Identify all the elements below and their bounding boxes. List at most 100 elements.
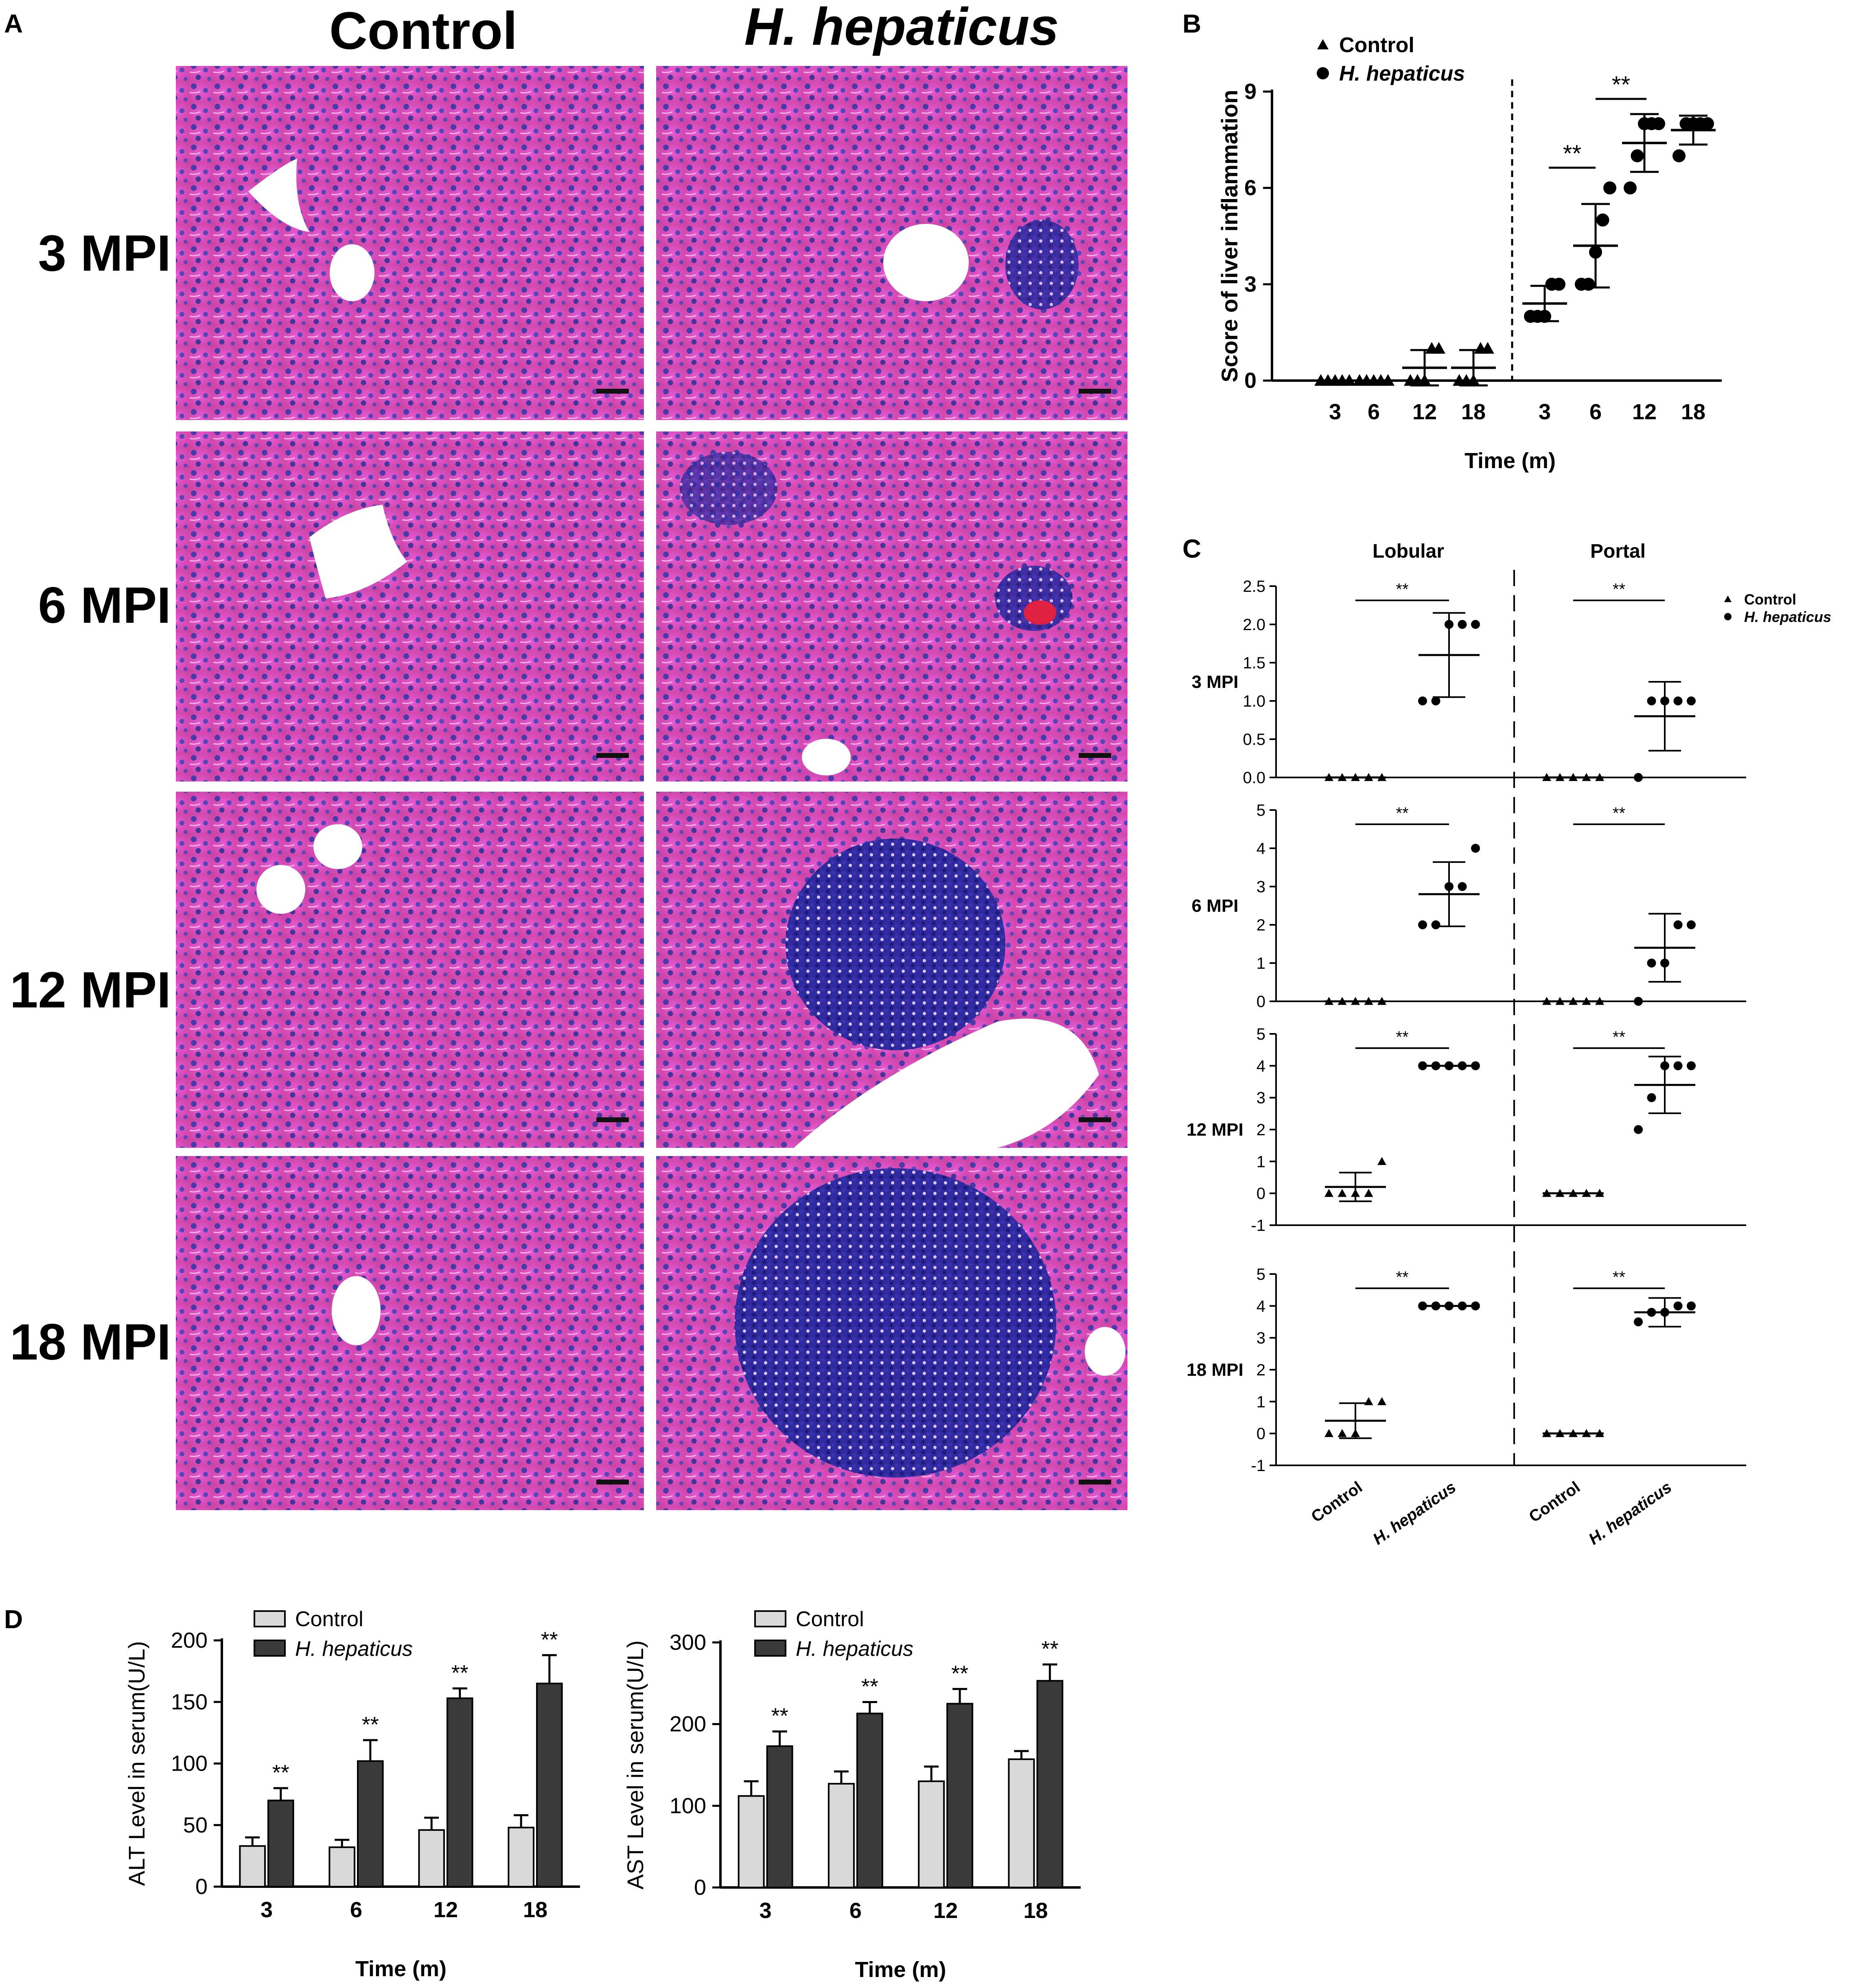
y-tick-label: 150 [171,1690,208,1714]
data-point [1647,959,1656,968]
y-tick-label: 0 [195,1874,208,1899]
data-point [1634,1317,1643,1327]
y-tick-label: 300 [670,1630,706,1655]
y-tick-label: 5 [1257,1025,1265,1043]
legend-marker-control [1317,39,1329,50]
vessel-lumen [1085,1327,1125,1376]
bar [827,1783,855,1888]
group-label: Control [1308,1478,1366,1526]
panel-a-histology: Control H. hepaticus 3 MPI 6 MPI 12 MPI … [10,0,1127,1510]
row-label: 12 MPI [1187,1120,1243,1140]
significance-label: ** [1612,72,1630,98]
group-label: H. hepaticus [1585,1478,1675,1548]
data-point [1552,278,1565,291]
column-title-h-hepaticus: H. hepaticus [744,0,1059,56]
y-tick-label: 1.0 [1243,692,1265,710]
y-tick-label: 9 [1244,79,1257,104]
data-point [1582,278,1595,291]
data-point [1673,1301,1683,1311]
significance-label: ** [861,1674,878,1699]
bar [357,1760,384,1888]
x-tick-label: 6 [849,1898,862,1923]
data-point [1364,1189,1373,1197]
y-tick-label: 2.0 [1243,616,1265,634]
data-point [1471,844,1480,853]
column-title-control: Control [329,1,517,60]
significance-label: ** [1396,804,1408,822]
vessel-lumen [332,1276,381,1345]
scale-bar [1079,1480,1111,1484]
x-axis-label: Time (m) [355,1957,447,1981]
x-tick-label: 3 [1539,400,1551,424]
x-tick-label: 12 [933,1898,958,1923]
x-tick-label: 3 [760,1898,772,1923]
legend-swatch-h-hepaticus [754,1640,786,1657]
significance-label: ** [1613,1028,1625,1046]
bar [508,1826,535,1887]
data-point [1418,696,1427,705]
vessel-lumen [309,505,407,598]
data-point [1324,1429,1333,1437]
x-tick-label: 18 [1681,400,1705,424]
data-point [1338,1429,1347,1437]
data-point [1596,213,1609,227]
data-point [1377,1157,1386,1165]
significance-label: ** [1041,1637,1058,1661]
y-tick-label: 1 [1257,1153,1265,1171]
significance-label: ** [771,1704,788,1728]
column-title-lobular: Lobular [1373,541,1444,562]
x-tick-label: 12 [433,1898,458,1922]
significance-label: ** [1396,1028,1408,1046]
group-label: Control [1526,1478,1583,1526]
x-axis-label: Time (m) [855,1957,946,1982]
vessel-lumen [883,224,969,301]
x-axis-label: Time (m) [1465,449,1556,473]
legend-label-h-hepaticus: H. hepaticus [796,1637,913,1661]
panel-d-alt-chart: 0 50 100 150 200 ALT Level in serum(U/L) ** 3 **… [124,1607,580,1981]
data-point [1673,696,1683,705]
panel-letter-b: B [1182,9,1201,38]
bar [418,1829,445,1888]
legend-label-control: Control [295,1607,363,1631]
data-point [1687,1301,1696,1311]
y-tick-label: 4 [1257,840,1265,858]
significance-label: ** [1613,580,1625,598]
scale-bar [1079,1117,1111,1122]
x-tick-label: 12 [1412,400,1437,424]
scale-bar [596,1117,629,1122]
y-tick-label: 0 [694,1875,706,1900]
significance-label: ** [272,1760,289,1785]
data-point [1338,1189,1347,1197]
y-tick-label: 100 [670,1793,706,1818]
legend-label-h-hepaticus: H. hepaticus [295,1637,413,1661]
data-point [1652,117,1665,130]
row-label: 3 MPI [1192,672,1239,692]
data-point [1324,1189,1333,1197]
scale-bar [596,1480,629,1484]
x-tick-label: 18 [523,1898,547,1922]
y-tick-label: 3 [1257,878,1265,896]
data-point [1471,620,1480,629]
inflammatory-infiltrate [1005,220,1079,309]
legend-marker-control [1724,596,1732,602]
vessel-lumen [802,739,851,775]
y-tick-label: 0 [1257,1425,1265,1443]
x-tick-label: 6 [350,1898,362,1922]
data-point [1458,620,1467,629]
y-tick-label: 200 [171,1628,208,1653]
y-tick-label: 2 [1257,916,1265,934]
panel-letter-c: C [1182,534,1201,563]
row-label-12-mpi: 12 MPI [10,962,171,1018]
data-point [1603,181,1616,195]
micrograph-control-12-mpi [176,792,644,1148]
inflammatory-infiltrate [680,452,777,525]
bar [239,1845,266,1887]
legend-swatch-h-hepaticus [254,1640,286,1657]
inflammatory-infiltrate [735,1168,1056,1478]
y-tick-label: 3 [1257,1329,1265,1347]
y-tick-label: 50 [183,1813,208,1837]
panel-c-chart: Lobular Portal 0.0 0.5 1.0 1.5 2.0 2.5 3 MPI ** **… [1187,541,1831,1548]
bar [856,1712,883,1889]
y-tick-label: 4 [1257,1297,1265,1315]
